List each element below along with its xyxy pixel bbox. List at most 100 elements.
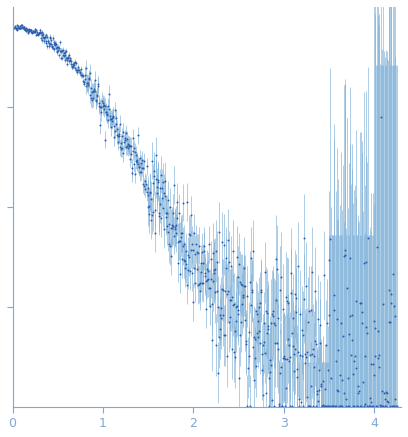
Point bbox=[217, 325, 224, 332]
Point bbox=[182, 264, 188, 271]
Point bbox=[295, 263, 301, 270]
Point bbox=[202, 306, 209, 313]
Point bbox=[86, 76, 93, 83]
Point bbox=[218, 315, 224, 322]
Point bbox=[346, 255, 353, 262]
Point bbox=[81, 78, 87, 85]
Point bbox=[78, 72, 84, 79]
Point bbox=[299, 403, 306, 410]
Point bbox=[138, 160, 145, 167]
Point bbox=[149, 179, 156, 186]
Point bbox=[272, 339, 279, 346]
Point bbox=[23, 26, 30, 33]
Point bbox=[368, 399, 374, 406]
Point bbox=[275, 401, 282, 408]
Point bbox=[128, 142, 134, 149]
Point bbox=[384, 389, 390, 396]
Point bbox=[149, 212, 155, 219]
Point bbox=[361, 353, 368, 360]
Point bbox=[355, 390, 361, 397]
Point bbox=[18, 22, 25, 29]
Point bbox=[51, 46, 58, 53]
Point bbox=[74, 68, 80, 75]
Point bbox=[379, 301, 386, 308]
Point bbox=[337, 319, 344, 326]
Point bbox=[135, 161, 142, 168]
Point bbox=[93, 97, 99, 104]
Point bbox=[146, 190, 153, 197]
Point bbox=[166, 221, 173, 228]
Point bbox=[335, 387, 342, 394]
Point bbox=[45, 40, 52, 47]
Point bbox=[126, 142, 132, 149]
Point bbox=[32, 28, 38, 35]
Point bbox=[275, 345, 281, 352]
Point bbox=[386, 318, 393, 325]
Point bbox=[42, 34, 48, 41]
Point bbox=[346, 403, 353, 410]
Point bbox=[145, 203, 152, 210]
Point bbox=[86, 91, 93, 98]
Point bbox=[195, 281, 201, 288]
Point bbox=[93, 92, 100, 99]
Point bbox=[381, 403, 388, 410]
Point bbox=[17, 25, 23, 32]
Point bbox=[331, 306, 338, 313]
Point bbox=[24, 27, 30, 34]
Point bbox=[115, 138, 121, 145]
Point bbox=[225, 288, 232, 295]
Point bbox=[135, 163, 142, 170]
Point bbox=[319, 403, 326, 410]
Point bbox=[184, 281, 191, 288]
Point bbox=[185, 252, 192, 259]
Point bbox=[263, 308, 269, 315]
Point bbox=[209, 277, 216, 284]
Point bbox=[190, 246, 196, 253]
Point bbox=[387, 403, 394, 410]
Point bbox=[97, 122, 103, 129]
Point bbox=[139, 164, 145, 171]
Point bbox=[198, 279, 205, 286]
Point bbox=[51, 38, 57, 45]
Point bbox=[102, 136, 109, 143]
Point bbox=[37, 27, 43, 34]
Point bbox=[112, 107, 119, 114]
Point bbox=[57, 47, 63, 54]
Point bbox=[47, 34, 54, 41]
Point bbox=[208, 337, 215, 344]
Point bbox=[158, 214, 164, 221]
Point bbox=[282, 356, 288, 363]
Point bbox=[246, 403, 253, 410]
Point bbox=[389, 270, 396, 277]
Point bbox=[251, 333, 257, 340]
Point bbox=[349, 336, 355, 343]
Point bbox=[311, 288, 318, 295]
Point bbox=[281, 353, 287, 360]
Point bbox=[311, 352, 317, 359]
Point bbox=[28, 27, 35, 34]
Point bbox=[179, 256, 186, 263]
Point bbox=[228, 297, 235, 304]
Point bbox=[285, 335, 292, 342]
Point bbox=[20, 24, 26, 31]
Point bbox=[389, 403, 395, 410]
Point bbox=[90, 95, 97, 102]
Point bbox=[265, 326, 271, 333]
Point bbox=[118, 145, 125, 152]
Point bbox=[121, 139, 127, 146]
Point bbox=[380, 403, 387, 410]
Point bbox=[296, 396, 302, 403]
Point bbox=[359, 309, 366, 316]
Point bbox=[69, 63, 75, 70]
Point bbox=[212, 265, 218, 272]
Point bbox=[273, 256, 279, 263]
Point bbox=[91, 86, 98, 93]
Point bbox=[270, 313, 277, 320]
Point bbox=[104, 111, 111, 118]
Point bbox=[22, 26, 29, 33]
Point bbox=[237, 278, 244, 285]
Point bbox=[253, 308, 259, 315]
Point bbox=[286, 358, 292, 365]
Point bbox=[38, 35, 44, 42]
Point bbox=[277, 370, 283, 377]
